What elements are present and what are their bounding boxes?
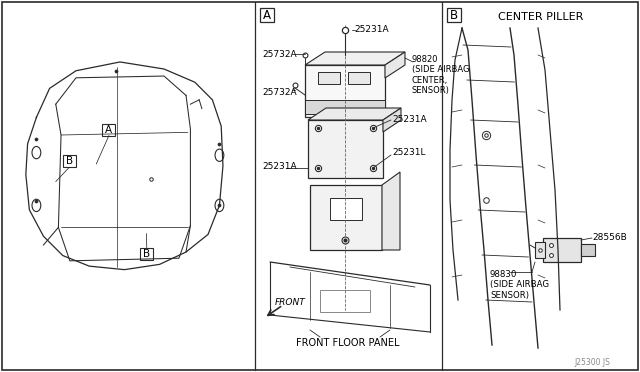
Text: A: A — [263, 9, 271, 22]
Bar — [260, 8, 274, 22]
Bar — [447, 8, 461, 22]
Polygon shape — [308, 108, 401, 120]
Bar — [305, 100, 385, 114]
Text: 28556B: 28556B — [592, 233, 627, 242]
Bar — [308, 120, 383, 178]
Text: B: B — [66, 156, 73, 166]
Bar — [305, 65, 385, 117]
Text: 25732A: 25732A — [262, 50, 296, 59]
Text: A: A — [106, 125, 113, 135]
Bar — [320, 290, 370, 312]
Text: 98820
(SIDE AIRBAG
CENTER,
SENSOR): 98820 (SIDE AIRBAG CENTER, SENSOR) — [412, 55, 470, 95]
Bar — [348, 72, 370, 84]
Bar — [310, 185, 382, 250]
Text: J25300 JS: J25300 JS — [574, 358, 610, 367]
Text: 25231A: 25231A — [354, 25, 388, 34]
Bar — [140, 248, 153, 260]
Polygon shape — [385, 52, 405, 78]
Text: FRONT FLOOR PANEL: FRONT FLOOR PANEL — [296, 338, 400, 348]
Text: FRONT: FRONT — [275, 298, 306, 307]
Polygon shape — [383, 108, 401, 132]
Bar — [330, 198, 362, 220]
Bar — [63, 155, 76, 167]
Text: B: B — [143, 248, 150, 259]
Text: 25231L: 25231L — [392, 148, 426, 157]
Bar — [581, 244, 595, 256]
Text: 25231A: 25231A — [262, 162, 296, 171]
Polygon shape — [305, 52, 405, 65]
Text: B: B — [450, 9, 458, 22]
Text: 25732A: 25732A — [262, 88, 296, 97]
Text: 98830
(SIDE AIRBAG
SENSOR): 98830 (SIDE AIRBAG SENSOR) — [490, 270, 549, 300]
Bar — [318, 72, 340, 84]
Bar — [543, 238, 581, 262]
Text: 25231A: 25231A — [392, 115, 427, 124]
Bar — [102, 124, 115, 135]
Bar — [535, 242, 545, 258]
Text: CENTER PILLER: CENTER PILLER — [499, 12, 584, 22]
Polygon shape — [382, 172, 400, 250]
